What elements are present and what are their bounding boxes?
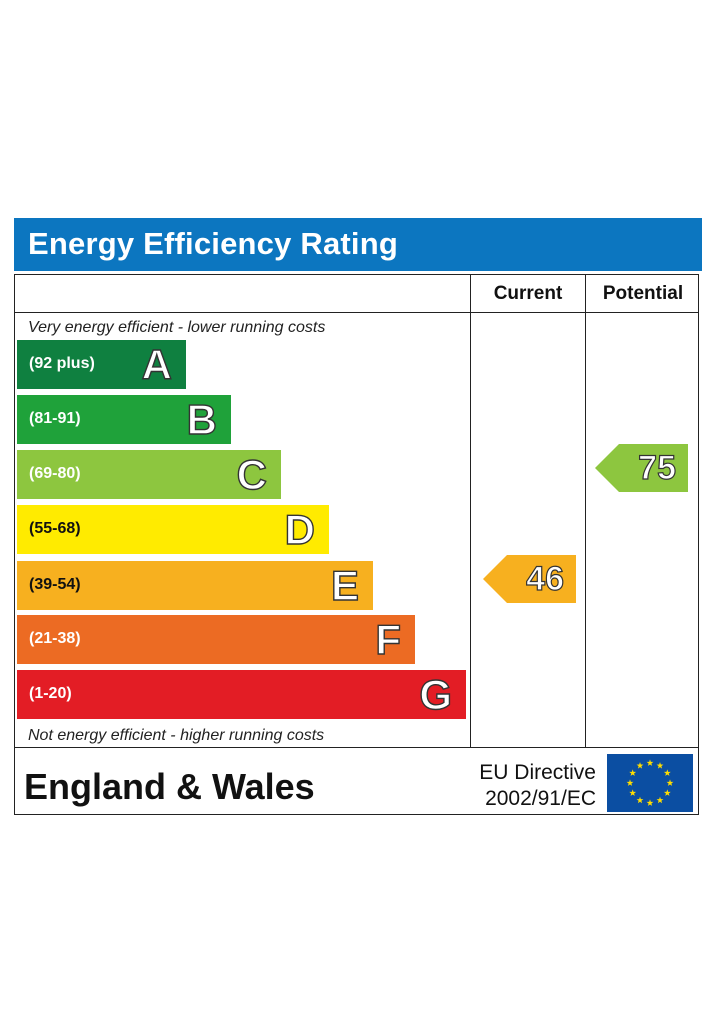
region-label: England & Wales [24,766,315,807]
potential-rating-arrow: 75 [595,444,688,492]
current-column-divider [470,274,471,748]
bottom-note: Not energy efficient - higher running co… [28,727,325,744]
footer-divider [14,747,699,748]
header-row-divider [14,312,699,313]
eu-star [629,769,637,776]
band-a: (92 plus) A [17,340,186,389]
band-b-range: (81-91) [29,410,81,427]
band-a-range: (92 plus) [29,355,95,372]
band-c: (69-80) C [17,450,281,499]
eu-directive: EU Directive 2002/91/EC [456,760,596,812]
current-rating-arrow: 46 [483,555,576,603]
band-c-letter: C [236,451,268,498]
eu-star [636,796,644,804]
eu-star [629,789,637,796]
band-d-range: (55-68) [29,520,81,537]
eu-star [626,779,634,786]
band-b-letter: B [186,396,218,443]
top-note: Very energy efficient - lower running co… [28,319,326,336]
potential-arrow-shape [595,444,688,492]
rating-header: Energy Efficiency Rating [14,218,702,271]
eu-star [663,789,671,796]
eu-star [646,759,654,766]
current-arrow-shape [483,555,576,603]
band-c-range: (69-80) [29,465,81,482]
eu-directive-line1: EU Directive [479,761,596,784]
eu-star [666,779,674,786]
potential-rating-value: 75 [638,448,677,487]
band-e: (39-54) E [17,561,373,610]
eu-star [656,796,664,804]
chart-title: Energy Efficiency Rating [28,226,399,261]
potential-column-divider [585,274,586,748]
band-f-letter: F [375,616,402,663]
current-column-header: Current [493,283,563,304]
band-e-letter: E [330,562,359,609]
eu-star [636,762,644,769]
eu-star [656,762,664,769]
eu-directive-line2: 2002/91/EC [485,787,596,810]
potential-column-header: Potential [602,283,684,304]
band-g-range: (1-20) [29,685,72,702]
band-g: (1-20) G [17,670,466,719]
rating-frame [14,274,699,815]
band-d: (55-68) D [17,505,329,554]
eu-flag-icon [607,754,693,812]
band-f: (21-38) F [17,615,415,664]
eu-star [663,769,671,776]
band-e-range: (39-54) [29,576,81,593]
band-f-range: (21-38) [29,630,81,647]
eu-star [646,799,654,806]
band-g-letter: G [419,671,453,718]
band-d-letter: D [284,506,316,553]
current-rating-value: 46 [526,559,565,598]
band-b: (81-91) B [17,395,231,444]
band-a-letter: A [141,341,173,388]
